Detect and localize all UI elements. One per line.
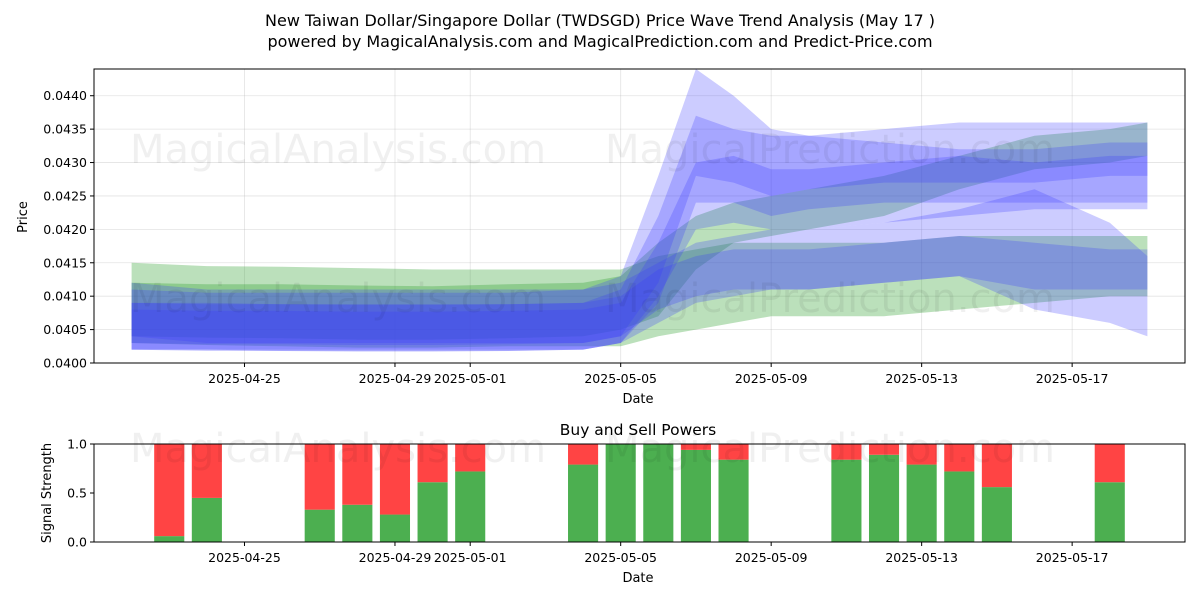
signal-y-tick-label: 0.5 [67, 486, 87, 501]
price-x-axis-label: Date [622, 392, 653, 407]
price-wave-bands [131, 69, 1148, 352]
price-band-green [131, 236, 1148, 348]
buy-bar [191, 497, 222, 542]
watermark-text: MagicalPrediction.com [605, 276, 1055, 322]
sell-bar [154, 444, 185, 537]
price-band-blue [131, 69, 1148, 343]
price-x-tick-label: 2025-04-29 [359, 371, 432, 386]
signal-y-tick-label: 0.0 [67, 535, 87, 550]
buy-bar [831, 459, 862, 542]
buy-bar [1094, 482, 1125, 542]
sell-bar [1094, 444, 1125, 483]
signal-x-tick-label: 2025-04-25 [208, 550, 281, 565]
sell-bar [191, 444, 222, 498]
price-y-tick-label: 0.0405 [43, 322, 87, 337]
sell-bar [981, 444, 1012, 488]
price-x-tick-label: 2025-05-05 [584, 371, 657, 386]
buy-bar [868, 454, 900, 542]
buy-bar [154, 536, 185, 542]
signal-y-axis-label: Signal Strength [40, 443, 55, 543]
price-band-blue [131, 115, 1148, 351]
price-y-tick-label: 0.0425 [43, 188, 87, 203]
price-x-tick-label: 2025-05-01 [434, 371, 507, 386]
sell-bar [342, 444, 373, 505]
price-band-blue [131, 236, 1148, 345]
sell-bar [455, 444, 486, 472]
signal-chart-panel: Buy and Sell Powers MagicalAnalysis.com … [40, 421, 1186, 586]
signal-x-tick-label: 2025-04-29 [359, 550, 432, 565]
chart-title-line2: powered by MagicalAnalysis.com and Magic… [267, 32, 932, 51]
buy-bar [605, 444, 636, 542]
buy-bar [455, 471, 486, 542]
buy-bar [981, 487, 1012, 542]
sell-bar [718, 444, 749, 460]
sell-bar [831, 444, 862, 460]
price-band-blue [131, 189, 1148, 350]
buy-bar [718, 459, 749, 542]
chart-title-line1: New Taiwan Dollar/Singapore Dollar (TWDS… [265, 11, 935, 30]
price-y-axis-ticks: 0.0400 0.0405 0.0410 0.0415 0.0420 0.0425 0.04… [43, 88, 94, 371]
sell-bar [680, 444, 711, 450]
price-y-tick-label: 0.0415 [43, 255, 87, 270]
watermark-text: MagicalPrediction.com [605, 127, 1055, 173]
signal-x-tick-label: 2025-05-13 [885, 550, 958, 565]
sell-bar [944, 444, 975, 472]
price-y-tick-label: 0.0430 [43, 155, 87, 170]
price-y-axis-label: Price [16, 201, 31, 233]
watermark-text: MagicalAnalysis.com [130, 276, 546, 322]
price-y-tick-label: 0.0435 [43, 122, 87, 137]
price-x-tick-label: 2025-04-25 [208, 371, 281, 386]
sell-bar [379, 444, 411, 515]
sell-bar [417, 444, 448, 483]
sell-bar [568, 444, 599, 465]
price-y-tick-label: 0.0400 [43, 356, 87, 371]
price-y-tick-label: 0.0440 [43, 88, 87, 103]
signal-x-tick-label: 2025-05-01 [434, 550, 507, 565]
buy-bar [379, 514, 411, 542]
price-x-tick-label: 2025-05-13 [885, 371, 958, 386]
buy-bar [906, 464, 937, 542]
buy-bar [643, 444, 674, 542]
price-gridlines [94, 69, 1185, 364]
signal-x-tick-label: 2025-05-09 [735, 550, 808, 565]
sell-bar [304, 444, 335, 510]
price-band-blue [131, 155, 1148, 352]
signal-y-axis-ticks: 0.0 0.5 1.0 [67, 437, 94, 550]
signal-chart-title: Buy and Sell Powers [560, 421, 717, 439]
signal-y-tick-label: 1.0 [67, 437, 87, 452]
price-x-axis-ticks: 2025-04-25 2025-04-29 2025-05-01 2025-05-05… [208, 363, 1108, 386]
signal-bars [154, 444, 1125, 542]
price-x-tick-label: 2025-05-09 [735, 371, 808, 386]
price-y-tick-label: 0.0420 [43, 222, 87, 237]
sell-bar [906, 444, 937, 465]
price-y-tick-label: 0.0410 [43, 289, 87, 304]
buy-bar [304, 509, 335, 542]
buy-bar [680, 449, 711, 542]
sell-bar [868, 444, 900, 455]
signal-x-axis-ticks: 2025-04-25 2025-04-29 2025-05-01 2025-05-05… [208, 542, 1108, 565]
signal-x-axis-label: Date [622, 571, 653, 586]
price-band-green [131, 122, 1148, 340]
buy-bar [568, 464, 599, 542]
watermark-text: MagicalAnalysis.com [130, 426, 546, 472]
price-plot-frame [93, 68, 1186, 364]
watermark-text: MagicalPrediction.com [605, 426, 1055, 472]
watermark-text: MagicalAnalysis.com [130, 127, 546, 173]
price-x-tick-label: 2025-05-17 [1036, 371, 1109, 386]
buy-bar [342, 504, 373, 542]
signal-x-tick-label: 2025-05-17 [1036, 550, 1109, 565]
signal-x-tick-label: 2025-05-05 [584, 550, 657, 565]
buy-bar [944, 471, 975, 542]
buy-bar [417, 482, 448, 542]
price-chart-panel: MagicalAnalysis.com MagicalPrediction.co… [16, 68, 1186, 407]
